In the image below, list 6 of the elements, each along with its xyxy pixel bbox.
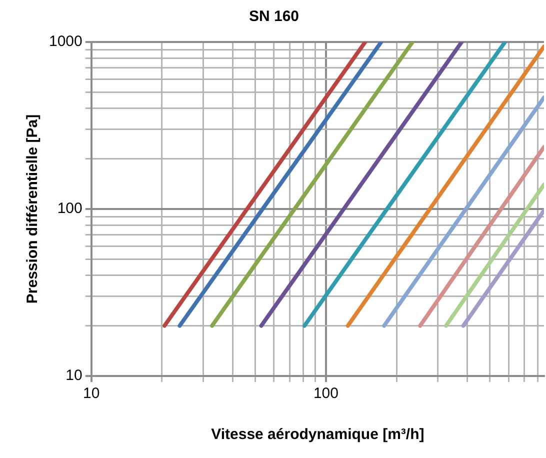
x-axis-title: Vitesse aérodynamique [m³/h]: [211, 426, 424, 444]
chart-title: SN 160: [248, 8, 300, 26]
y-tick-label: 1000: [48, 33, 82, 50]
y-tick-label: 100: [57, 200, 82, 218]
y-tick-label: 10: [66, 367, 82, 384]
y-axis-title: Pression différentielle [Pa]: [24, 114, 42, 304]
